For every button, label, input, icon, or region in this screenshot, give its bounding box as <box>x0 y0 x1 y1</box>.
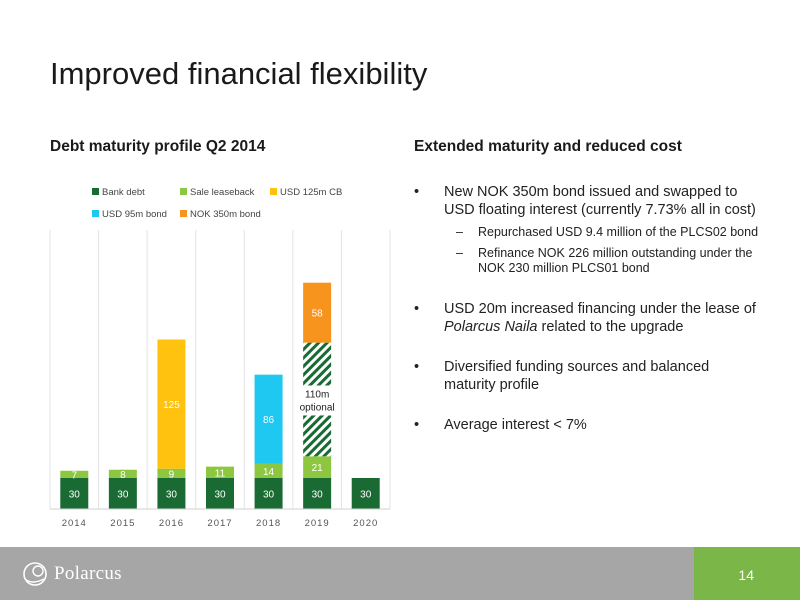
x-tick-label: 2020 <box>353 518 378 529</box>
bullet-average-interest: • Average interest < 7% <box>414 416 764 434</box>
page-number: 14 <box>738 567 754 583</box>
x-tick-label: 2017 <box>207 518 232 529</box>
bullet-list: • New NOK 350m bond issued and swapped t… <box>414 183 764 434</box>
sub-bullet-dash: – <box>456 225 463 239</box>
data-label: 30 <box>360 490 372 501</box>
bullet-dot: • <box>414 184 420 200</box>
chart-heading: Debt maturity profile Q2 2014 <box>50 138 266 155</box>
data-label: 8 <box>120 470 126 481</box>
vessel-name: Polarcus Naila <box>444 319 538 335</box>
legend-swatch <box>180 210 187 217</box>
data-label: 86 <box>263 415 275 426</box>
legend-label: USD 125m CB <box>280 187 342 198</box>
data-label: 14 <box>263 467 275 478</box>
legend-swatch <box>92 188 99 195</box>
bar-segment <box>108 478 137 509</box>
data-label: 30 <box>166 490 178 501</box>
data-label: 30 <box>214 490 226 501</box>
bullet-increased-financing: • USD 20m increased financing under the … <box>414 300 764 336</box>
legend-swatch <box>92 210 99 217</box>
bar-segment <box>206 478 234 509</box>
bullet-nok-bond: • New NOK 350m bond issued and swapped t… <box>414 183 764 276</box>
x-tick-label: 2019 <box>305 518 330 529</box>
sub-bullet-dash: – <box>456 246 463 260</box>
bar-segment <box>206 466 234 478</box>
bar-segment <box>157 478 186 509</box>
bar-segment <box>157 468 186 478</box>
bar-segment <box>254 463 283 478</box>
annotation-line2: optional <box>300 402 335 413</box>
bar-segment <box>60 478 89 509</box>
logo-text: Polarcus <box>54 563 122 584</box>
data-label: 21 <box>312 463 324 474</box>
sub-bullet-list: – Repurchased USD 9.4 million of the PLCS… <box>444 225 764 276</box>
data-label: 58 <box>312 309 324 320</box>
bullets-heading: Extended maturity and reduced cost <box>414 138 682 155</box>
logo-swirl-icon <box>23 562 47 586</box>
data-label: 9 <box>169 469 175 480</box>
bullet-dot: • <box>414 359 420 375</box>
polarcus-logo: Polarcus <box>22 557 122 591</box>
x-tick-label: 2016 <box>159 518 184 529</box>
bullet-dot: • <box>414 301 420 317</box>
bar-segment <box>108 469 137 478</box>
data-label: 30 <box>312 490 324 501</box>
legend-label: Bank debt <box>102 187 145 198</box>
sub-bullet-refinance: – Refinance NOK 226 million outstanding u… <box>444 246 764 276</box>
legend-label: Sale leaseback <box>190 187 255 198</box>
bar-segment <box>254 478 283 509</box>
x-tick-label: 2014 <box>62 518 87 529</box>
bullet-dot: • <box>414 417 420 433</box>
bar-segment <box>303 282 332 343</box>
data-label: 30 <box>69 490 81 501</box>
data-label: 30 <box>117 490 129 501</box>
sub-bullet-repurchase: – Repurchased USD 9.4 million of the PLCS… <box>444 225 764 240</box>
bullet-text: Average interest < 7% <box>444 417 587 433</box>
bullet-text: related to the upgrade <box>537 319 684 335</box>
sub-bullet-text: Repurchased USD 9.4 million of the PLCS0… <box>478 225 759 239</box>
annotation-line1: 110m <box>305 389 329 400</box>
legend-label: NOK 350m bond <box>190 209 261 220</box>
data-label: 7 <box>72 470 78 481</box>
footer-bar: Polarcus 14 <box>0 547 800 600</box>
debt-maturity-chart: Bank debt Sale leaseback USD 125m CB USD 95… <box>49 187 391 529</box>
bar-segment <box>351 478 380 509</box>
page-number-box: 14 <box>694 547 800 600</box>
sub-bullet-text: Refinance NOK 226 million outstanding un… <box>478 246 753 275</box>
bullet-text: Diversified funding sources and balanced… <box>444 359 710 393</box>
legend-swatch <box>270 188 277 195</box>
bar-segment <box>157 339 186 469</box>
bar-segment <box>254 374 283 464</box>
x-tick-label: 2018 <box>256 518 281 529</box>
bar-segment <box>303 456 332 478</box>
bullet-text: New NOK 350m bond issued and swapped to … <box>444 184 756 218</box>
bar-segment <box>60 470 89 478</box>
bullet-diversified: • Diversified funding sources and balanc… <box>414 358 764 394</box>
bar-segment <box>303 478 332 509</box>
annotation-background <box>295 385 340 416</box>
data-label: 11 <box>215 468 226 479</box>
legend-swatch <box>180 188 187 195</box>
data-label: 30 <box>263 490 275 501</box>
data-label: 125 <box>163 400 180 411</box>
page-title: Improved financial flexibility <box>50 56 428 91</box>
bullet-text: USD 20m increased financing under the le… <box>444 301 756 317</box>
legend-label: USD 95m bond <box>102 209 167 220</box>
x-tick-label: 2015 <box>110 518 135 529</box>
